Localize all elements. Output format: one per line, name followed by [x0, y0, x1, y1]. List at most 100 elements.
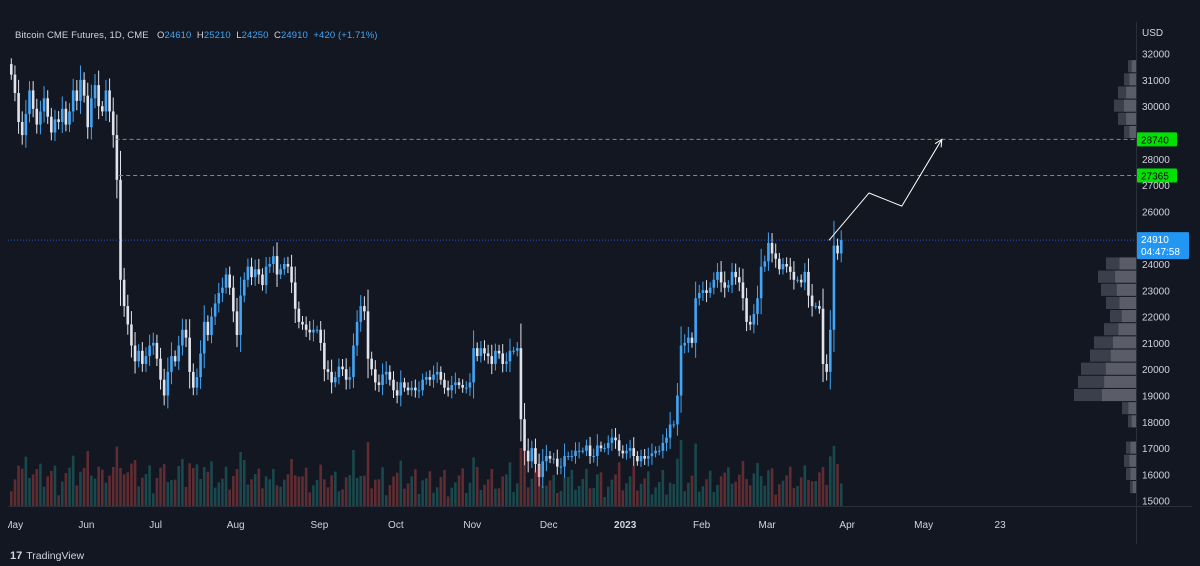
candle-body — [606, 442, 610, 449]
candle-body — [494, 350, 497, 364]
volume-bar — [264, 476, 268, 506]
candle-body — [628, 448, 632, 451]
volume-bar — [388, 485, 392, 506]
candle-body — [35, 108, 39, 125]
volume-bar — [741, 461, 745, 506]
volume-bar — [512, 492, 515, 506]
candle-body — [501, 353, 504, 364]
volume-bar — [450, 487, 454, 506]
candle-body — [170, 356, 173, 372]
volume-profile-bar — [1112, 336, 1136, 349]
candle-body — [104, 90, 108, 112]
volume-profile-bar — [1101, 388, 1136, 402]
volume-bar — [424, 478, 428, 506]
y-tick-label: 15000 — [1142, 497, 1170, 508]
candle-body — [272, 256, 275, 264]
volume-bar — [253, 474, 257, 506]
volume-bar — [312, 485, 315, 506]
candle-body — [246, 266, 250, 280]
volume-profile-bar — [1124, 125, 1130, 139]
candle-body — [701, 290, 705, 293]
y-tick-label: 32000 — [1142, 50, 1170, 61]
volume-bar — [46, 476, 49, 506]
tradingview-logo-icon: 17 — [10, 550, 23, 562]
volume-bar — [283, 479, 286, 506]
candle-body — [341, 366, 344, 370]
volume-bar — [548, 480, 552, 506]
volume-bar — [272, 469, 275, 506]
candle-body — [162, 379, 166, 396]
candle-body — [24, 114, 28, 136]
volume-bar — [60, 481, 64, 506]
candle-body — [748, 321, 752, 325]
candle-body — [566, 456, 570, 458]
candle-body — [537, 463, 541, 478]
candle-body — [297, 308, 301, 322]
candle-body — [111, 111, 115, 136]
volume-bar — [82, 468, 86, 506]
candle-body — [705, 290, 708, 293]
candle-body — [323, 342, 326, 370]
candle-body — [643, 456, 646, 459]
candle-body — [428, 377, 432, 380]
volume-bar — [705, 479, 708, 506]
volume-bar — [541, 486, 545, 506]
price-chart[interactable]: 28740273652491004:47:58USD15000160001700… — [8, 22, 1192, 544]
change-value: +420 (+1.71%) — [313, 30, 378, 41]
volume-bar — [170, 480, 173, 506]
tradingview-footer[interactable]: 17 TradingView — [10, 550, 84, 562]
volume-bar — [807, 480, 810, 506]
candle-body — [133, 345, 137, 362]
volume-profile-bar — [1121, 310, 1136, 323]
candle-body — [388, 371, 392, 380]
candle-body — [417, 390, 421, 392]
candle-body — [192, 371, 195, 388]
volume-bar — [42, 486, 46, 506]
candle-body — [326, 369, 330, 372]
volume-bar — [770, 468, 774, 506]
volume-bar — [90, 475, 93, 506]
volume-bar — [592, 488, 595, 506]
volume-bar — [39, 463, 42, 506]
candle-body — [799, 279, 803, 283]
candle-body — [173, 356, 177, 362]
volume-bar — [672, 484, 676, 506]
volume-profile-bar — [1130, 467, 1136, 481]
volume-bar — [606, 486, 610, 506]
volume-bar — [242, 460, 246, 506]
volume-bar — [708, 470, 712, 506]
candle-body — [46, 98, 49, 117]
volume-profile-bar — [1110, 310, 1122, 323]
last-price-label: 24910 — [1141, 235, 1169, 246]
volume-profile — [1074, 60, 1136, 494]
volume-bar — [177, 466, 181, 506]
volume-profile-bar — [1130, 441, 1136, 454]
volume-bar — [53, 465, 57, 506]
volume-bar — [122, 474, 126, 506]
candle-body — [290, 266, 293, 283]
volume-bar — [101, 469, 104, 506]
volume-bars — [10, 440, 843, 506]
symbol-name[interactable]: Bitcoin CME Futures, 1D, CME — [15, 30, 149, 41]
candle-body — [432, 374, 435, 380]
candle-body — [759, 266, 763, 299]
volume-bar — [752, 473, 756, 506]
x-tick-label: Sep — [311, 520, 329, 531]
candle-body — [344, 369, 348, 380]
x-tick-label: 2023 — [614, 520, 637, 531]
volume-bar — [534, 470, 537, 506]
volume-bar — [28, 478, 31, 506]
volume-profile-bar — [1110, 349, 1136, 362]
candle-body — [31, 90, 35, 109]
candle-body — [475, 348, 479, 357]
open-label: O — [156, 30, 165, 41]
candle-body — [10, 64, 13, 75]
candle-body — [719, 271, 723, 283]
volume-bar — [825, 485, 828, 506]
volume-bar — [221, 478, 224, 506]
candle-body — [141, 350, 144, 364]
x-tick-label: Feb — [693, 520, 711, 531]
volume-bar — [31, 474, 35, 506]
volume-bar — [352, 450, 355, 506]
high-label: H — [196, 30, 204, 41]
